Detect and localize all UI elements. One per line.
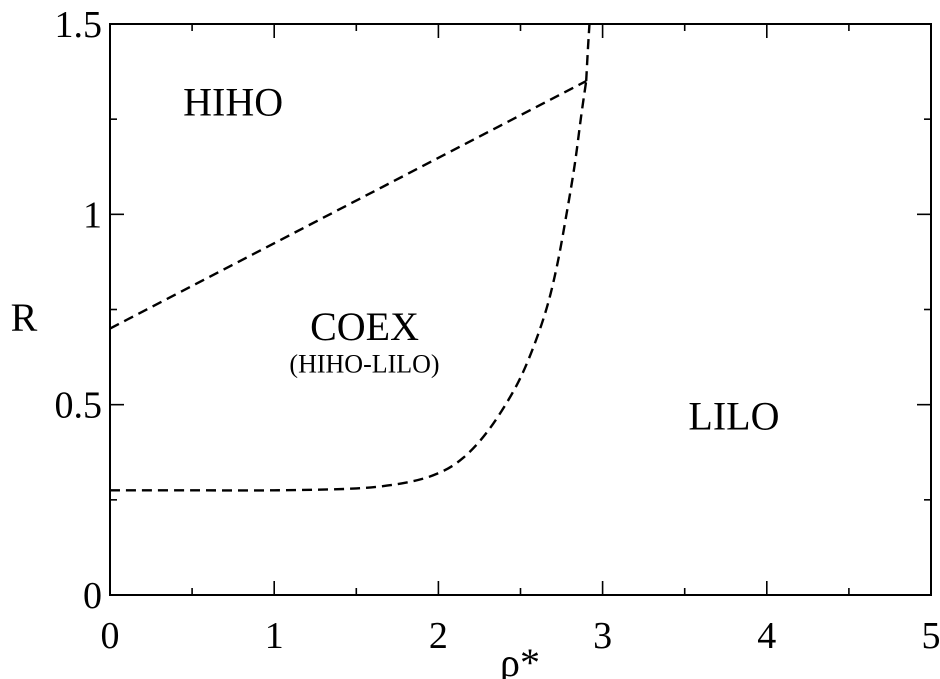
y-tick-label: 1.5 bbox=[55, 4, 103, 46]
region-labels: HIHO COEX(HIHO-LILO) LILO bbox=[183, 79, 779, 438]
y-axis-label: R bbox=[11, 295, 38, 340]
x-tick-label: 1 bbox=[265, 615, 284, 657]
phase-boundary-3 bbox=[584, 23, 591, 82]
x-tick-label: 3 bbox=[593, 615, 612, 657]
phase-boundary-1 bbox=[109, 80, 587, 330]
x-tick-label: 4 bbox=[757, 615, 776, 657]
phase-boundary-2 bbox=[109, 80, 588, 492]
x-axis-label: ρ* bbox=[500, 640, 540, 679]
tick-labels: 0 1 2 3 4 5 0 0.5 1 1.5 bbox=[55, 4, 940, 657]
phase-boundary-curves bbox=[109, 23, 591, 492]
region-label-coex-sub: (HIHO-LILO) bbox=[289, 349, 439, 378]
y-tick-label: 0 bbox=[83, 575, 102, 617]
region-label-hiho: HIHO bbox=[183, 79, 283, 124]
y-tick-label: 0.5 bbox=[55, 385, 103, 427]
y-tick-label: 1 bbox=[83, 194, 102, 236]
plot-frame bbox=[109, 23, 932, 596]
region-label-lilo: LILO bbox=[688, 393, 779, 438]
x-tick-label: 0 bbox=[101, 615, 120, 657]
x-tick-label: 2 bbox=[429, 615, 448, 657]
region-label-coex: COEX bbox=[310, 304, 419, 349]
x-tick-label: 5 bbox=[922, 615, 940, 657]
